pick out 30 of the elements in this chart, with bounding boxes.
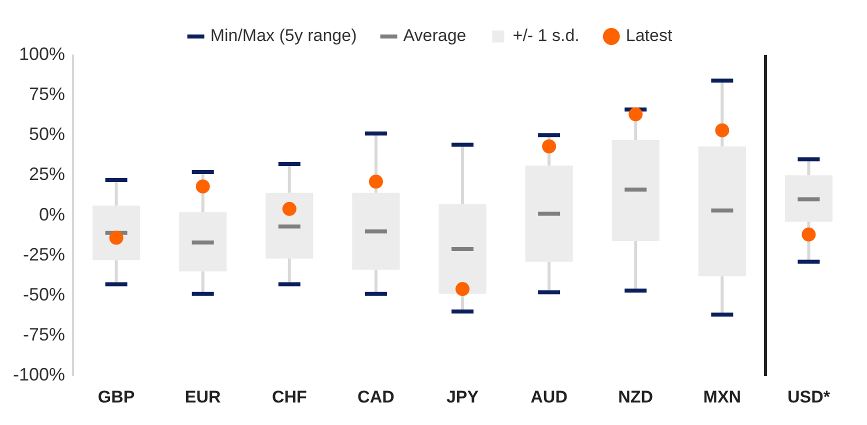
point: [456, 282, 470, 296]
x-tick-label: CHF: [272, 387, 307, 406]
x-tick-label: JPY: [446, 387, 480, 406]
y-tick-label: -75%: [23, 324, 66, 344]
x-tick-label: EUR: [184, 387, 221, 406]
x-tick-label: NZD: [618, 387, 654, 406]
point: [628, 107, 643, 122]
x-tick-label: USD*: [787, 387, 830, 406]
point: [196, 179, 210, 194]
legend-label: Latest: [626, 26, 672, 46]
y-tick-label: 100%: [18, 44, 66, 64]
y-tick-label: 50%: [29, 124, 66, 144]
y-tick-label: 25%: [29, 164, 66, 184]
point: [542, 139, 556, 154]
y-tick-label: -25%: [23, 244, 66, 264]
point: [715, 123, 730, 138]
x-tick-label: GBP: [98, 387, 135, 406]
legend-label: +/- 1 s.d.: [512, 26, 580, 46]
y-tick-label: -100%: [13, 364, 66, 385]
y-tick-label: -50%: [23, 284, 66, 304]
x-tick-label: CAD: [358, 387, 394, 406]
x-tick-label: AUD: [530, 387, 568, 406]
x-tick-label: MXN: [703, 387, 742, 406]
text: Average: [403, 26, 466, 46]
y-tick-label: 75%: [29, 84, 66, 104]
point: [802, 228, 816, 242]
y-tick-label: 0%: [39, 204, 66, 224]
point: [368, 174, 383, 189]
point: [282, 202, 296, 216]
text: Min/Max (5y range): [210, 26, 357, 46]
